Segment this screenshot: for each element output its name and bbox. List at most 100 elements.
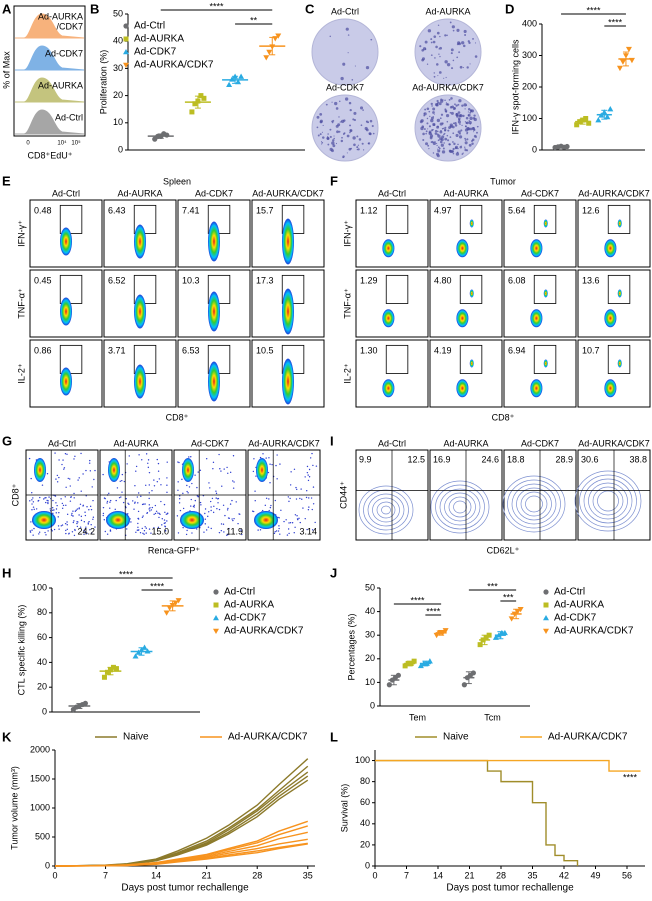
event [85, 495, 87, 497]
spot [442, 147, 445, 150]
spot [441, 150, 446, 154]
spot [329, 128, 332, 131]
spot [435, 152, 440, 156]
spot [462, 152, 464, 154]
spot [467, 111, 469, 113]
event [52, 499, 54, 502]
event [276, 454, 278, 456]
spot [335, 107, 339, 110]
data-point [132, 653, 139, 659]
event [182, 526, 184, 529]
x-axis-label: Days post tumor rechallenge [121, 883, 249, 894]
event [142, 515, 144, 517]
event [151, 506, 154, 509]
significance-label: **** [119, 569, 134, 579]
data-line [54, 843, 308, 867]
panel-letter: A [2, 1, 12, 16]
gate [59, 274, 83, 304]
event [141, 516, 144, 519]
event [118, 496, 121, 499]
cell-population [256, 458, 268, 482]
spot [370, 38, 373, 41]
spot [437, 139, 440, 142]
event [79, 503, 82, 505]
event [212, 468, 214, 470]
event [56, 474, 59, 477]
event [265, 497, 268, 499]
event [149, 507, 151, 509]
event [109, 529, 112, 531]
event [229, 471, 232, 474]
event [305, 496, 308, 499]
cell-population [180, 511, 204, 529]
spot [332, 139, 335, 142]
spot [333, 137, 335, 140]
spot [321, 141, 324, 144]
event [120, 496, 122, 498]
spot [443, 77, 445, 79]
spot [469, 111, 472, 114]
event [109, 499, 112, 502]
legend-marker [543, 615, 549, 621]
event [164, 511, 166, 514]
event [232, 455, 235, 457]
event [227, 507, 229, 510]
event [53, 528, 56, 531]
event [226, 466, 228, 469]
event [312, 464, 314, 467]
contour [579, 474, 637, 528]
y-tick-label: 80 [360, 776, 370, 786]
event [47, 530, 49, 532]
spot [362, 149, 365, 151]
survival-curve [375, 759, 579, 866]
spot [327, 143, 330, 146]
spot [466, 131, 469, 134]
spot [473, 134, 477, 138]
spot [426, 122, 429, 125]
contour [430, 480, 490, 534]
event [289, 484, 292, 486]
data-point [395, 672, 401, 678]
spot [444, 108, 447, 111]
event [205, 529, 208, 531]
data-point [163, 610, 170, 616]
event [57, 516, 59, 518]
event [204, 512, 206, 515]
spot [439, 46, 442, 50]
well-image [311, 18, 379, 86]
spot [464, 34, 467, 37]
event [279, 533, 281, 535]
spot [347, 34, 350, 36]
event [164, 522, 166, 524]
event [82, 473, 84, 475]
spot [438, 53, 440, 55]
event [106, 502, 108, 504]
event [135, 470, 137, 472]
event [232, 480, 234, 482]
spot [449, 21, 452, 24]
event [91, 486, 93, 488]
event [309, 457, 312, 459]
event [141, 527, 143, 530]
x-axis-label: CD8⁺ [166, 412, 189, 422]
event [71, 512, 73, 515]
spot [454, 124, 458, 127]
event [293, 531, 295, 534]
legend-marker [213, 615, 219, 621]
event [158, 516, 160, 519]
spot [449, 136, 452, 138]
event [84, 528, 86, 530]
event [38, 533, 40, 535]
event [148, 528, 151, 530]
event [223, 531, 225, 533]
spot [327, 135, 329, 138]
histogram-trace [15, 45, 85, 71]
spot [474, 42, 477, 44]
event [66, 513, 69, 516]
event [58, 476, 60, 479]
data-point [442, 628, 449, 634]
event [92, 516, 95, 518]
quadrant-value: 16.9 [433, 454, 451, 464]
event [311, 529, 314, 531]
spot [454, 122, 457, 125]
